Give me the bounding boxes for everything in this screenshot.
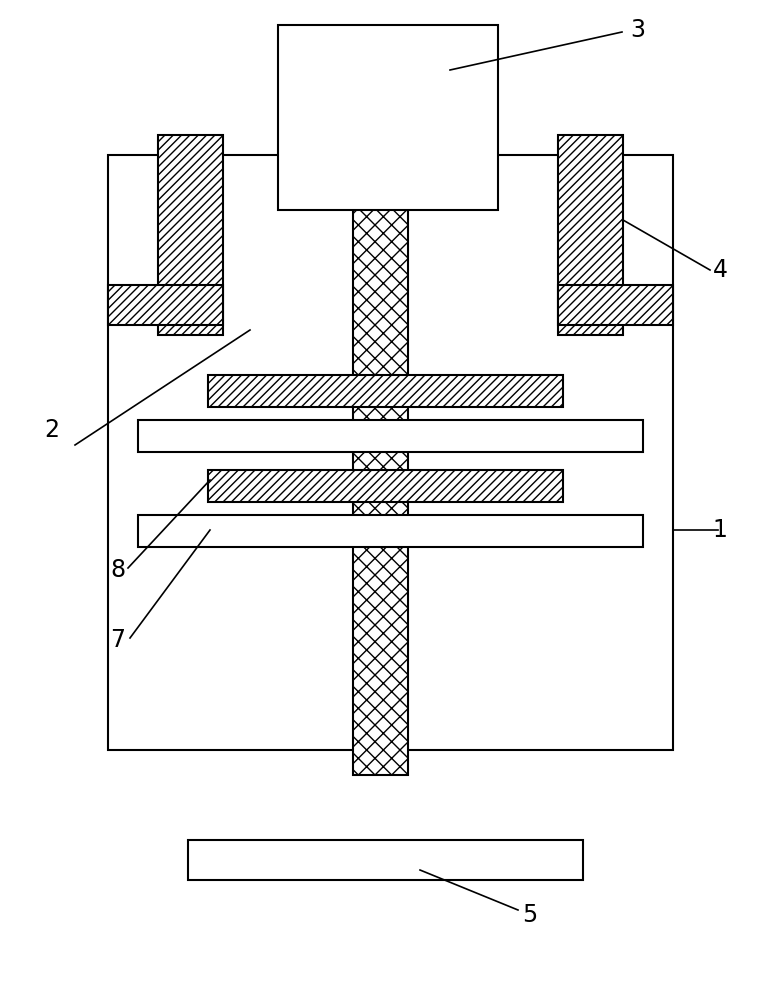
Bar <box>108 155 673 750</box>
Bar <box>558 135 623 335</box>
Text: 3: 3 <box>630 18 645 42</box>
Bar <box>188 840 583 880</box>
Bar <box>158 135 223 335</box>
Bar <box>278 25 498 210</box>
Text: 5: 5 <box>522 903 538 927</box>
Bar <box>208 470 563 502</box>
Bar <box>138 515 643 547</box>
Text: 7: 7 <box>110 628 125 652</box>
Text: 2: 2 <box>45 418 60 442</box>
Bar <box>558 285 673 325</box>
Text: 4: 4 <box>713 258 727 282</box>
Bar <box>138 420 643 452</box>
Bar <box>108 285 223 325</box>
Bar <box>208 375 563 407</box>
Text: 8: 8 <box>110 558 125 582</box>
Text: 1: 1 <box>713 518 727 542</box>
Bar <box>353 55 408 775</box>
